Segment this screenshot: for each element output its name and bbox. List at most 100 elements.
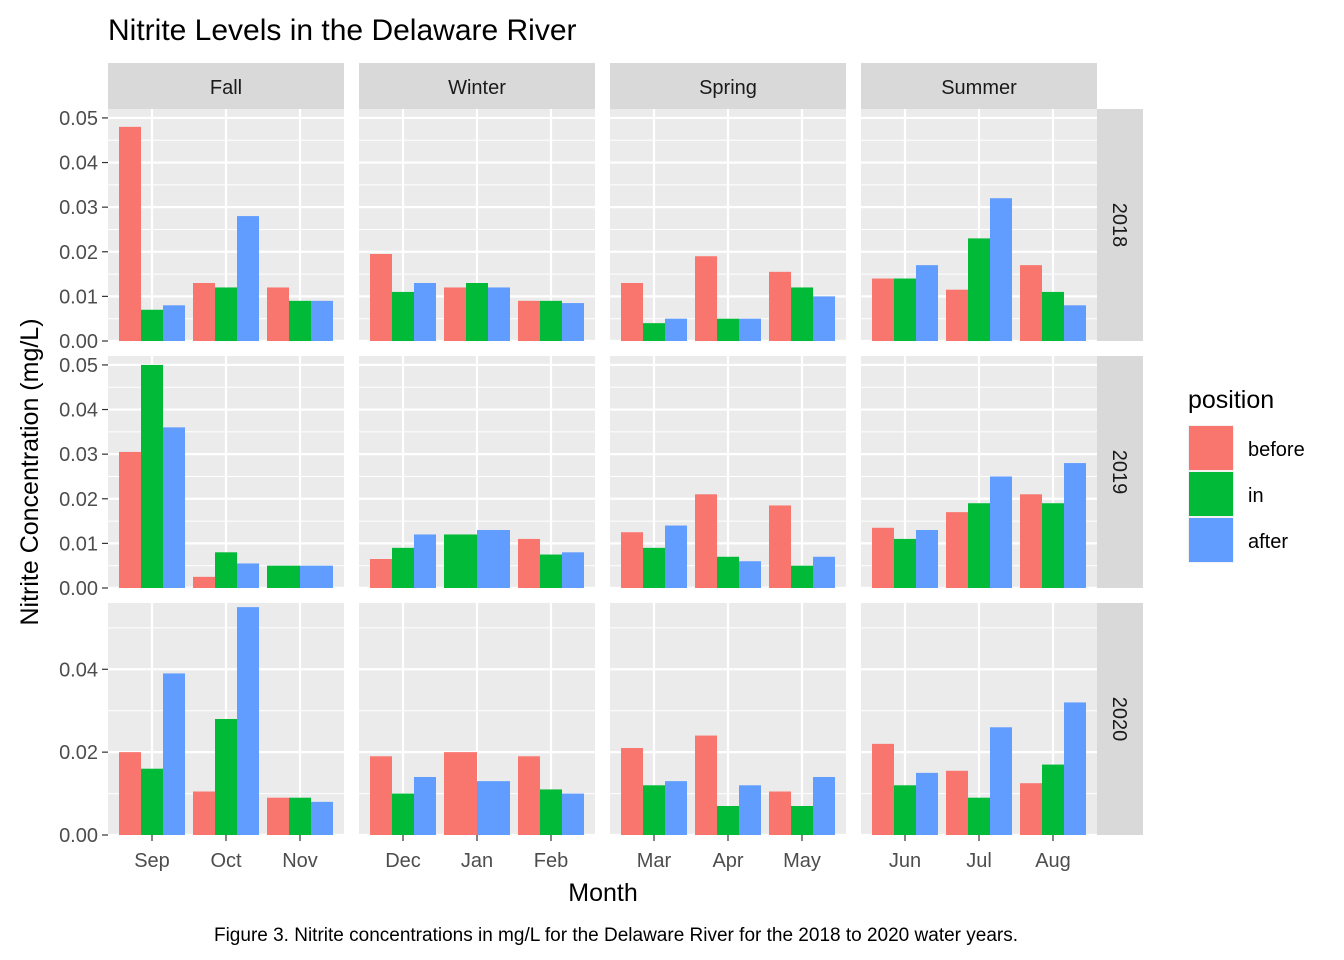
- facet-panel: [108, 356, 344, 590]
- bar-before: [872, 278, 894, 341]
- bar-before: [621, 748, 643, 835]
- bar-before: [872, 743, 894, 835]
- bar-in: [540, 300, 562, 341]
- bar-after: [237, 607, 259, 835]
- legend-label-in: in: [1248, 485, 1264, 507]
- bar-after: [990, 476, 1012, 588]
- x-tick-label: Apr: [712, 850, 743, 872]
- bar-in: [1042, 764, 1064, 835]
- bar-after: [562, 303, 584, 341]
- facet-panel: [861, 603, 1097, 837]
- bar-before: [769, 505, 791, 588]
- season-strip-label: Fall: [210, 77, 242, 99]
- bar-before: [695, 735, 717, 835]
- bar-after: [237, 216, 259, 341]
- bar-before: [1020, 494, 1042, 588]
- bar-in: [717, 806, 739, 835]
- bar-after: [300, 565, 333, 588]
- facet-panel: [610, 356, 846, 590]
- bar-after: [990, 198, 1012, 341]
- bar-in: [643, 547, 665, 588]
- bar-after: [163, 427, 185, 588]
- bar-after: [311, 300, 333, 341]
- bar-in: [894, 538, 916, 588]
- bar-before: [946, 770, 968, 835]
- bar-before: [370, 254, 392, 341]
- y-tick-label: 0.05: [59, 355, 98, 377]
- legend-key-in: [1189, 472, 1233, 516]
- bar-in: [540, 554, 562, 588]
- bar-after: [163, 305, 185, 341]
- y-tick-label: 0.04: [59, 659, 98, 681]
- bar-before: [370, 756, 392, 835]
- bar-in: [141, 768, 163, 835]
- facet-panel: [861, 109, 1097, 343]
- bar-in: [466, 283, 488, 341]
- bar-in: [717, 556, 739, 588]
- x-tick-label: Sep: [134, 850, 170, 872]
- y-tick-label: 0.00: [59, 578, 98, 600]
- bar-after: [1064, 305, 1086, 341]
- bar-before: [193, 791, 215, 835]
- bar-in: [894, 278, 916, 341]
- bar-before: [267, 287, 289, 341]
- facet-panel: [359, 603, 595, 837]
- y-tick-label: 0.03: [59, 197, 98, 219]
- bar-after: [739, 561, 761, 588]
- legend-label-before: before: [1248, 439, 1305, 461]
- bar-after: [477, 530, 510, 588]
- bar-before: [370, 559, 392, 588]
- bar-after: [813, 296, 835, 341]
- bar-before: [621, 283, 643, 341]
- bar-before: [518, 300, 540, 341]
- bar-after: [665, 781, 687, 835]
- bar-after: [414, 777, 436, 835]
- facet-panel: [861, 356, 1097, 590]
- bar-in: [540, 789, 562, 835]
- x-tick-label: Jan: [461, 850, 493, 872]
- x-tick-label: Nov: [282, 850, 318, 872]
- x-tick-label: Dec: [385, 850, 421, 872]
- y-tick-label: 0.01: [59, 286, 98, 308]
- legend-key-after: [1189, 518, 1233, 562]
- bar-before: [769, 271, 791, 341]
- bar-after: [813, 556, 835, 588]
- year-strip: [1097, 603, 1143, 835]
- season-strip: [359, 63, 595, 109]
- bar-in: [215, 287, 237, 341]
- bar-in: [791, 806, 813, 835]
- bar-in: [643, 323, 665, 341]
- chart-title: Nitrite Levels in the Delaware River: [108, 14, 577, 47]
- bar-after: [1064, 463, 1086, 588]
- season-strip-label: Summer: [941, 77, 1017, 99]
- facet-panel: [108, 603, 344, 837]
- bar-in: [968, 238, 990, 341]
- bar-before: [1020, 265, 1042, 341]
- year-strip: [1097, 356, 1143, 588]
- facet-panel: [359, 109, 595, 343]
- bar-before: [872, 527, 894, 588]
- bar-after: [414, 283, 436, 341]
- bar-before: [695, 494, 717, 588]
- y-tick-label: 0.04: [59, 400, 98, 422]
- x-tick-label: Jun: [889, 850, 921, 872]
- bar-in: [289, 797, 311, 835]
- bar-in: [1042, 291, 1064, 341]
- bar-in: [894, 785, 916, 835]
- bar-in: [215, 552, 237, 588]
- x-tick-label: Feb: [534, 850, 568, 872]
- bar-after: [916, 530, 938, 588]
- bar-after: [414, 534, 436, 588]
- year-strip: [1097, 109, 1143, 341]
- bar-before: [193, 576, 215, 588]
- bar-after: [739, 785, 761, 835]
- legend-label-after: after: [1248, 531, 1288, 553]
- bar-after: [562, 552, 584, 588]
- season-strip-label: Spring: [699, 77, 757, 99]
- figure-caption: Figure 3. Nitrite concentrations in mg/L…: [214, 925, 1018, 946]
- bar-after: [562, 793, 584, 835]
- facet-panel: [610, 603, 846, 837]
- y-tick-label: 0.00: [59, 331, 98, 353]
- bar-before: [267, 797, 289, 835]
